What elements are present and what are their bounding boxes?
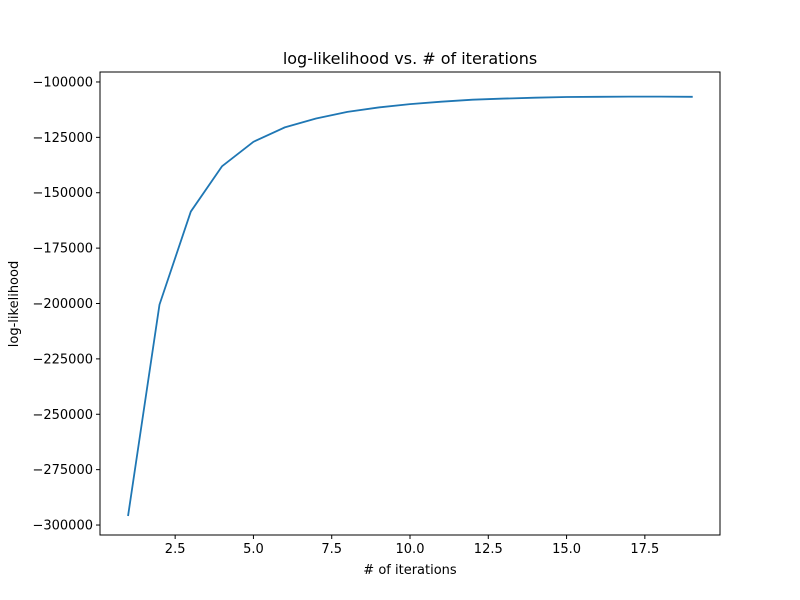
x-tick-label: 2.5 — [165, 542, 186, 557]
series-line — [127, 95, 693, 517]
x-tick-label: 17.5 — [630, 542, 659, 557]
y-tick-label: −275000 — [32, 463, 93, 478]
y-tick-label: −225000 — [32, 352, 93, 367]
x-tick-label: 15.0 — [552, 542, 581, 557]
x-axis: 2.5 5.0 7.5 10.0 12.5 15.0 17.5 — [165, 535, 659, 557]
x-tick-label: 7.5 — [321, 542, 342, 557]
y-tick-label: −100000 — [32, 75, 93, 90]
y-axis-label: log-likelihood — [7, 261, 22, 347]
y-tick-label: −250000 — [32, 408, 93, 423]
y-axis: −100000 −125000 −150000 −175000 −200000 −2250… — [32, 75, 100, 534]
series-layer — [127, 95, 693, 517]
y-tick-label: −125000 — [32, 131, 93, 146]
chart-title: log-likelihood vs. # of iterations — [283, 49, 537, 68]
x-axis-label: # of iterations — [363, 563, 457, 578]
y-tick-label: −175000 — [32, 242, 93, 257]
x-tick-label: 5.0 — [243, 542, 264, 557]
x-tick-label: 12.5 — [474, 542, 503, 557]
x-tick-label: 10.0 — [396, 542, 425, 557]
y-tick-label: −200000 — [32, 297, 93, 312]
y-tick-label: −150000 — [32, 186, 93, 201]
y-tick-label: −300000 — [32, 519, 93, 534]
